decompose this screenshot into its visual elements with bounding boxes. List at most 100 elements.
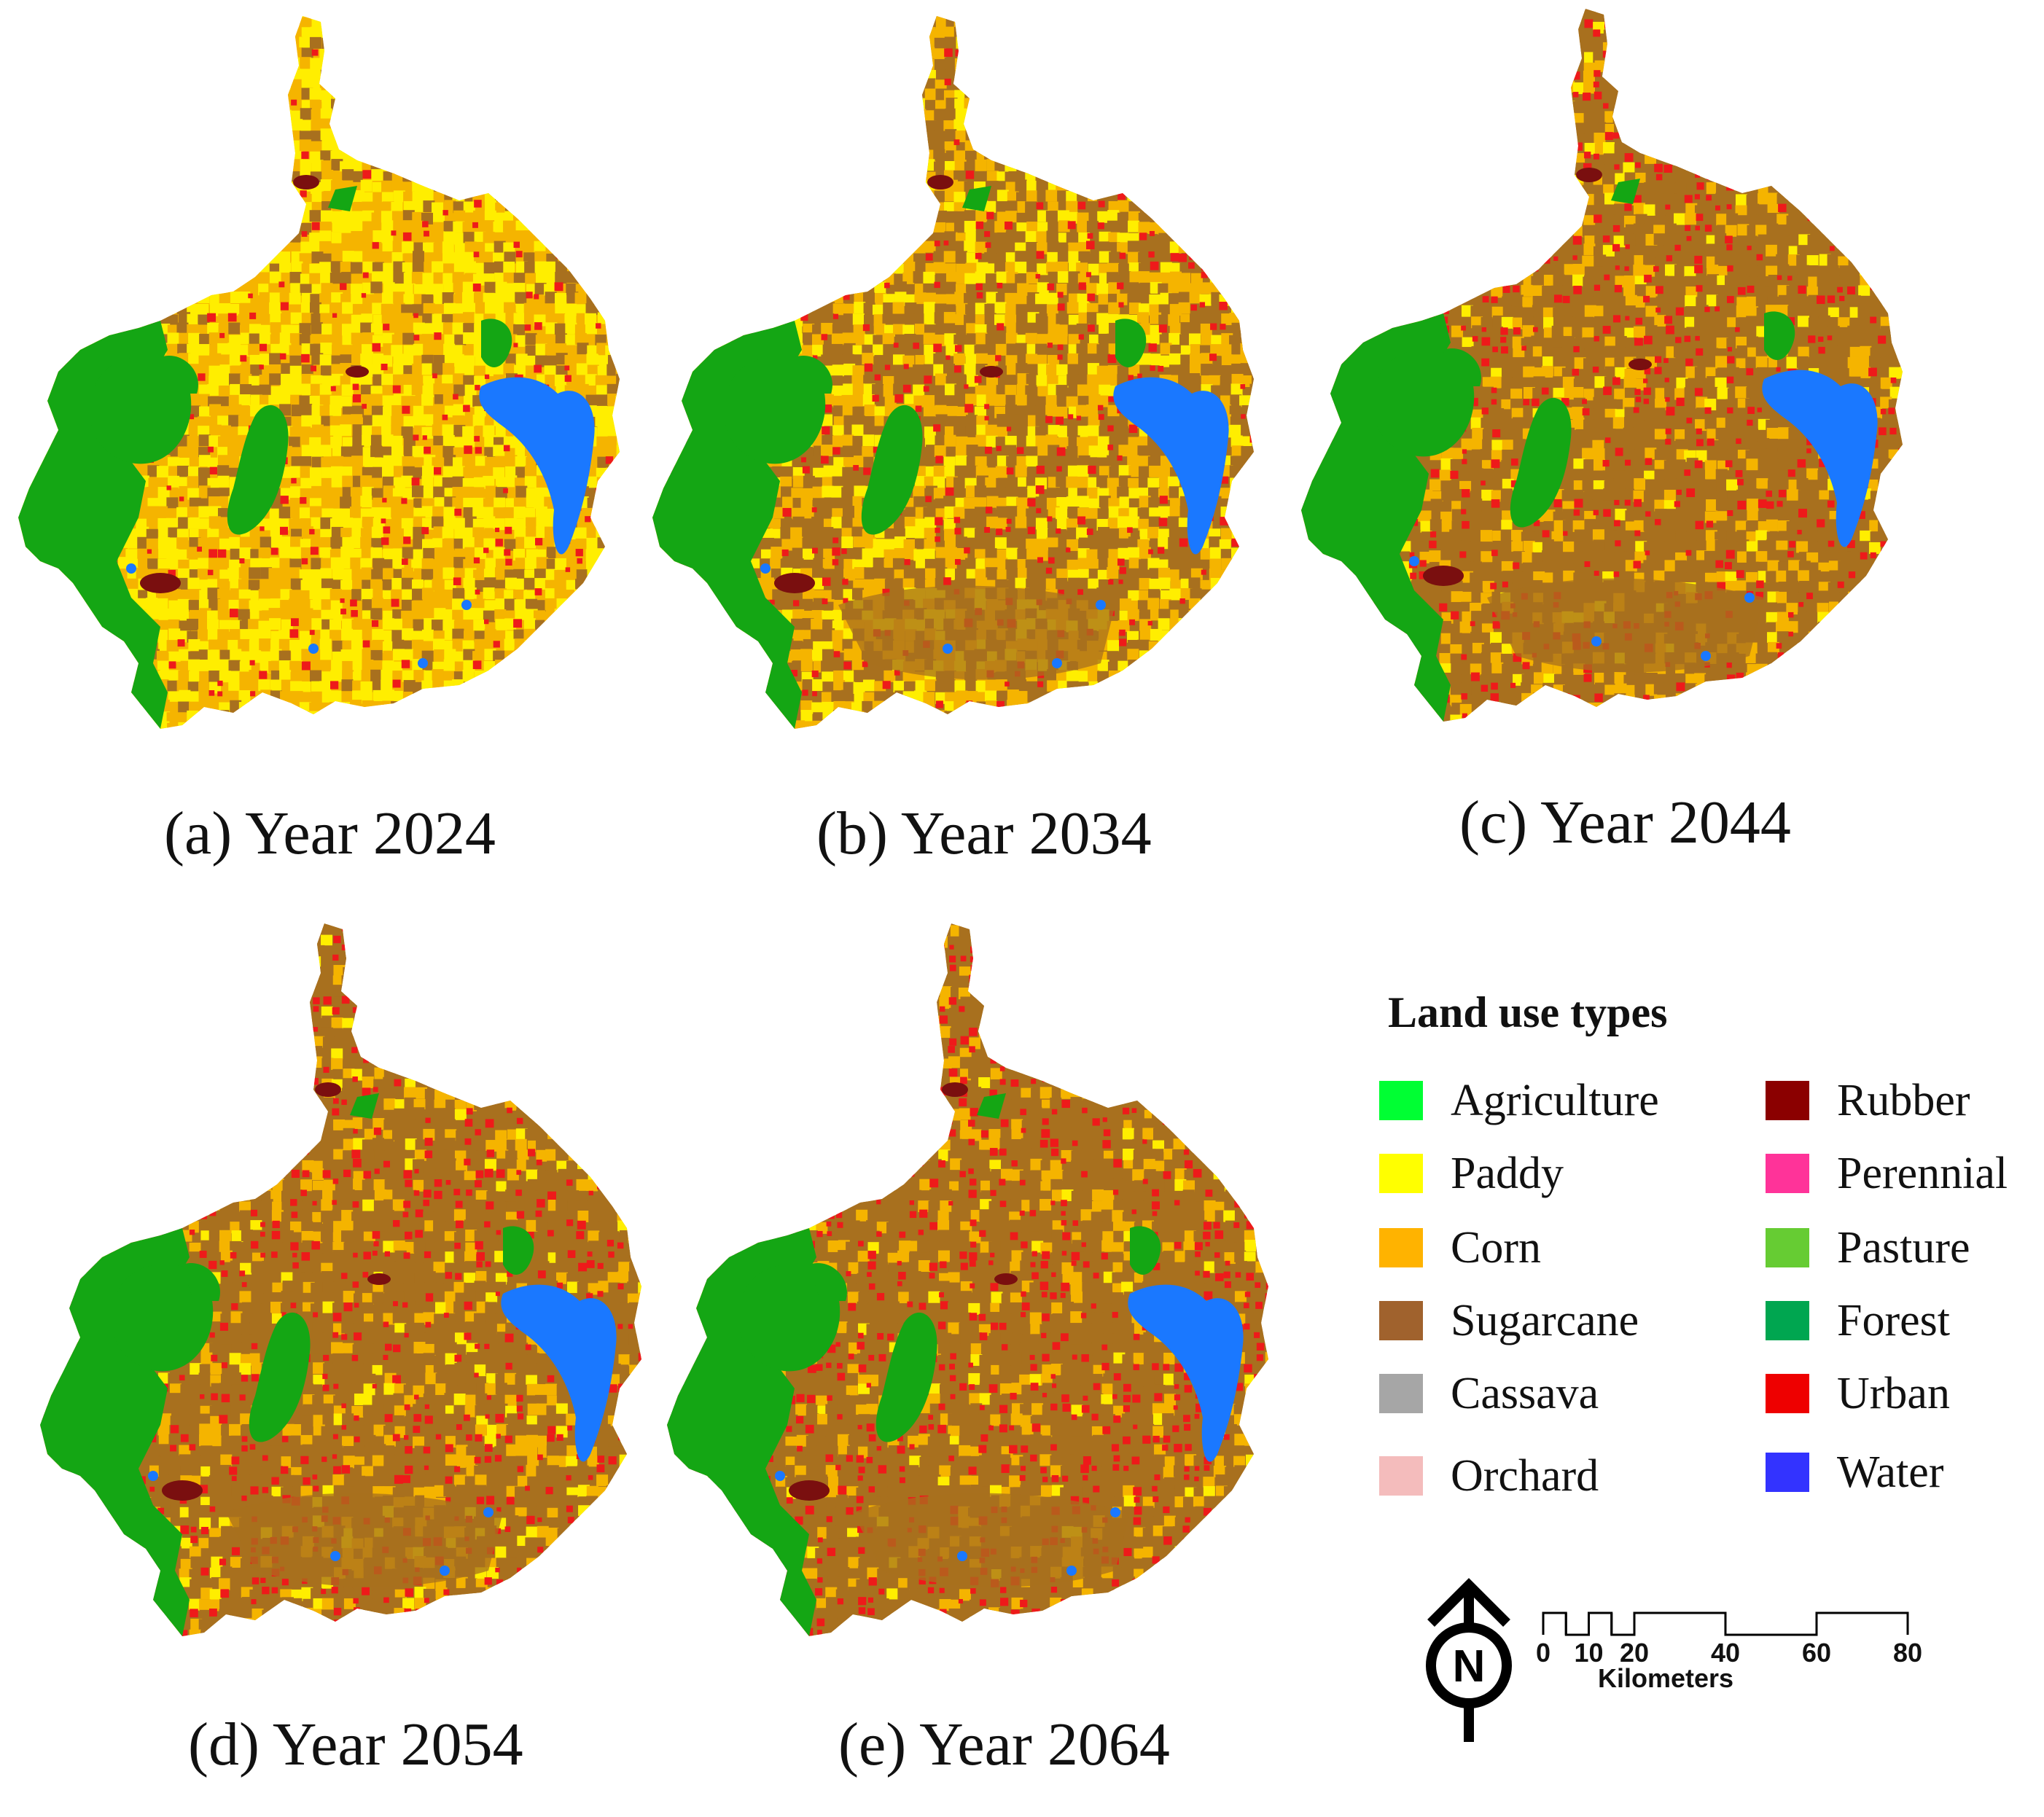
forest-area bbox=[795, 356, 832, 394]
water-body bbox=[461, 600, 472, 610]
land-use-map bbox=[18, 16, 620, 729]
legend-swatch bbox=[1766, 1453, 1809, 1492]
water-body bbox=[1591, 636, 1602, 646]
water-body bbox=[1744, 593, 1755, 603]
legend-item-pasture: Pasture bbox=[1766, 1222, 1970, 1273]
legend-swatch bbox=[1766, 1301, 1809, 1340]
water-body bbox=[760, 563, 771, 574]
legend-item-perennial: Perennial bbox=[1766, 1148, 2008, 1199]
scale-tick-label: 20 bbox=[1620, 1638, 1649, 1668]
water-body bbox=[556, 1536, 566, 1547]
rubber-patch bbox=[162, 1480, 203, 1501]
land-use-map bbox=[40, 923, 641, 1636]
rubber-patch bbox=[346, 366, 369, 378]
water-body bbox=[1169, 629, 1179, 639]
rubber-patch bbox=[1628, 359, 1652, 370]
forest-area bbox=[1611, 179, 1640, 204]
forest-area bbox=[182, 1263, 220, 1301]
reservoir-water bbox=[501, 1284, 617, 1462]
forest-area bbox=[91, 356, 192, 464]
water-body bbox=[1701, 651, 1711, 661]
legend-label: Corn bbox=[1451, 1222, 1541, 1274]
forest-area bbox=[481, 319, 512, 367]
sugarcane-belt bbox=[1487, 578, 1764, 673]
panel-caption: (e) Year 2064 bbox=[838, 1709, 1170, 1780]
water-body bbox=[943, 644, 953, 654]
rubber-patch bbox=[789, 1480, 830, 1501]
legend-swatch bbox=[1379, 1081, 1423, 1120]
legend-label: Orchard bbox=[1451, 1450, 1599, 1502]
water-body bbox=[330, 1551, 340, 1561]
legend-item-corn: Corn bbox=[1379, 1222, 1541, 1273]
forest-area bbox=[875, 1312, 937, 1442]
legend-swatch bbox=[1379, 1374, 1423, 1413]
map-panel-2064: (e) Year 2064 bbox=[663, 915, 1283, 1778]
water-body bbox=[1409, 556, 1419, 566]
forest-area bbox=[350, 1093, 379, 1119]
forest-area bbox=[249, 1312, 311, 1442]
forest-area bbox=[328, 186, 357, 211]
water-body bbox=[957, 1551, 967, 1561]
forest-area bbox=[227, 405, 289, 535]
scale-bar-graphic bbox=[1542, 1611, 1909, 1636]
legend-item-cassava: Cassava bbox=[1379, 1368, 1599, 1419]
forest-area bbox=[1510, 397, 1572, 528]
legend-swatch bbox=[1379, 1154, 1423, 1193]
scale-tick-label: 0 bbox=[1536, 1638, 1550, 1668]
legend-swatch bbox=[1379, 1456, 1423, 1496]
sugarcane-belt bbox=[226, 1493, 503, 1587]
rubber-patch bbox=[315, 1082, 341, 1097]
legend-item-urban: Urban bbox=[1766, 1368, 1950, 1419]
scale-tick-label: 60 bbox=[1802, 1638, 1831, 1668]
forest-area bbox=[809, 1263, 847, 1301]
sugarcane-belt bbox=[853, 1493, 1130, 1587]
legend-item-rubber: Rubber bbox=[1766, 1075, 1970, 1126]
rubber-patch bbox=[1423, 566, 1464, 586]
legend-item-agriculture: Agriculture bbox=[1379, 1075, 1659, 1126]
legend-label: Agriculture bbox=[1451, 1075, 1659, 1127]
rubber-patch bbox=[293, 175, 319, 189]
water-body bbox=[418, 658, 428, 668]
north-arrow-icon: N bbox=[1426, 1578, 1512, 1742]
panel-caption: (d) Year 2054 bbox=[188, 1709, 523, 1780]
sugarcane-belt bbox=[838, 585, 1115, 680]
map-panel-2034: (b) Year 2034 bbox=[649, 7, 1268, 867]
water-body bbox=[1183, 1536, 1193, 1547]
legend-label: Urban bbox=[1837, 1368, 1950, 1420]
forest-area bbox=[962, 186, 991, 211]
legend-label: Water bbox=[1837, 1447, 1943, 1498]
land-use-map bbox=[667, 923, 1268, 1636]
panel-caption: (a) Year 2024 bbox=[164, 798, 496, 869]
map-panel-2024: (a) Year 2024 bbox=[15, 7, 634, 867]
forest-area bbox=[725, 356, 826, 464]
forest-area bbox=[40, 1228, 190, 1636]
rubber-patch bbox=[994, 1273, 1018, 1285]
water-body bbox=[1066, 1566, 1077, 1576]
scale-tick-label: 10 bbox=[1574, 1638, 1603, 1668]
reservoir-water bbox=[1113, 377, 1229, 555]
rubber-patch bbox=[980, 366, 1003, 378]
reservoir-water bbox=[479, 377, 595, 555]
legend-label: Cassava bbox=[1451, 1368, 1599, 1420]
forest-area bbox=[18, 321, 168, 729]
reservoir-water bbox=[1762, 370, 1878, 547]
land-use-map bbox=[1301, 9, 1903, 722]
forest-area bbox=[160, 356, 198, 394]
rubber-patch bbox=[927, 175, 953, 189]
rubber-patch bbox=[1576, 168, 1602, 182]
legend-item-sugarcane: Sugarcane bbox=[1379, 1295, 1639, 1346]
forest-area bbox=[1764, 311, 1795, 360]
legend-item-orchard: Orchard bbox=[1379, 1450, 1599, 1501]
legend-item-paddy: Paddy bbox=[1379, 1148, 1564, 1199]
legend-label: Paddy bbox=[1451, 1148, 1564, 1200]
legend-swatch bbox=[1766, 1374, 1809, 1413]
legend-swatch bbox=[1379, 1301, 1423, 1340]
water-body bbox=[1052, 658, 1062, 668]
legend-label: Sugarcane bbox=[1451, 1295, 1639, 1347]
forest-area bbox=[503, 1226, 534, 1275]
legend-swatch bbox=[1766, 1154, 1809, 1193]
legend-label: Rubber bbox=[1837, 1075, 1970, 1127]
water-body bbox=[308, 644, 319, 654]
legend-swatch bbox=[1379, 1228, 1423, 1267]
forest-area bbox=[740, 1264, 840, 1372]
